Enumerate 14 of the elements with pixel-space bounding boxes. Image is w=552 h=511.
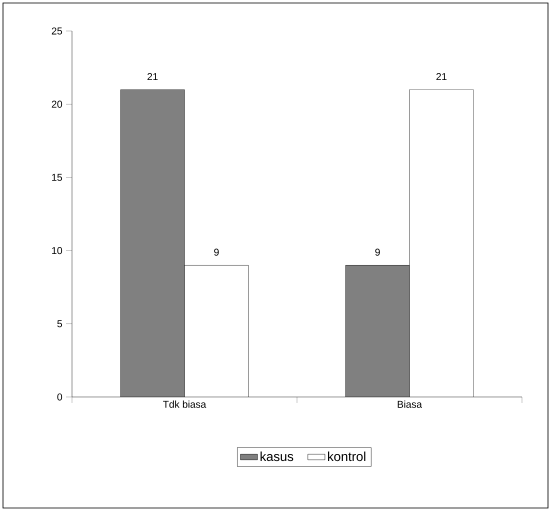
x-tick-label: Biasa	[398, 400, 422, 408]
data-label: 21	[436, 73, 447, 80]
y-tick-label: 15	[52, 174, 62, 181]
x-tick-label: Tdk biasa	[163, 400, 206, 408]
y-tick-label: 25	[52, 27, 62, 35]
y-tick-label: 0	[57, 393, 62, 401]
y-tick-label: 20	[52, 100, 62, 108]
data-label: 21	[147, 73, 158, 80]
legend-label: kasus	[260, 452, 294, 462]
data-label: 9	[214, 248, 219, 256]
data-label: 9	[375, 248, 380, 256]
legend-label: kontrol	[328, 452, 366, 462]
y-tick-label: 10	[52, 247, 62, 254]
y-tick-label: 5	[57, 320, 62, 328]
